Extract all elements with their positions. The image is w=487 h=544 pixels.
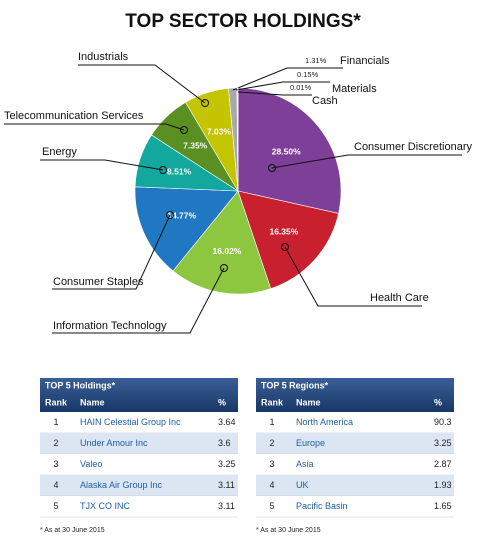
pie-slice (237, 87, 342, 214)
table-cell: 1 (269, 417, 274, 427)
table-cell: Under Amour Inc (80, 438, 148, 448)
leader-dot (281, 243, 289, 251)
leader-dot (166, 211, 174, 219)
footnote: * As at 30 June 2015 (40, 527, 105, 534)
slice-value-label: 7.35% (183, 141, 208, 151)
table-cell: Pacific Basin (296, 501, 348, 511)
leader-dot (268, 164, 276, 172)
leader-dot (159, 166, 167, 174)
table-row (256, 496, 454, 517)
slice-value-label: 16.35% (269, 227, 298, 237)
slice-label: Consumer Discretionary (354, 141, 472, 153)
pie-slice (134, 186, 239, 272)
column-header: % (434, 397, 442, 407)
slice-label: Consumer Staples (53, 276, 144, 288)
table-cell: Europe (296, 438, 325, 448)
leader-line (4, 123, 185, 131)
table-cell: 3.6 (218, 438, 231, 448)
table-row (40, 496, 238, 517)
table-header (256, 378, 454, 412)
leader-dot (220, 264, 228, 272)
slice-value-label: 7.03% (207, 126, 232, 136)
leader-line (40, 159, 164, 171)
table-cell: 5 (53, 501, 58, 511)
table-cell: 2 (269, 438, 274, 448)
slice-label: Information Technology (53, 320, 167, 332)
slice-value-label: 0.15% (297, 70, 319, 79)
table-row (40, 412, 238, 433)
table-cell: Valeo (80, 459, 102, 469)
slice-value-label: 0.01% (290, 83, 312, 92)
table-cell: 3 (53, 459, 58, 469)
table-cell: Asia (296, 459, 314, 469)
table-title: TOP 5 Holdings* (45, 380, 116, 390)
leader-line (78, 64, 206, 104)
table-row (256, 475, 454, 496)
table-cell: 4 (53, 480, 58, 490)
table-cell: 1 (53, 417, 58, 427)
table-row (256, 412, 454, 433)
table-header (40, 378, 238, 412)
table-cell: 1.93 (434, 480, 452, 490)
leader-dot (180, 126, 188, 134)
chart-title: TOP SECTOR HOLDINGS* (125, 11, 361, 32)
leader-line (284, 246, 422, 307)
table-cell: HAIN Celestial Group Inc (80, 417, 181, 427)
leader-line (235, 81, 330, 91)
slice-value-label: 8.51% (167, 167, 192, 177)
leader-line (271, 154, 462, 169)
table-cell: 2 (53, 438, 58, 448)
table-row (256, 454, 454, 475)
footnote: * As at 30 June 2015 (256, 527, 321, 534)
column-header: Name (80, 397, 105, 407)
slice-value-label: 16.02% (213, 246, 242, 256)
slice-value-label: 28.50% (272, 147, 301, 157)
slice-value-label: 1.31% (305, 56, 327, 65)
table-cell: UK (296, 480, 309, 490)
table-row (40, 454, 238, 475)
table-cell: North America (296, 417, 353, 427)
slice-label: Telecommunication Services (4, 110, 144, 122)
table-cell: 5 (269, 501, 274, 511)
table-cell: 4 (269, 480, 274, 490)
table-row (256, 433, 454, 454)
table-cell: 2.87 (434, 459, 452, 469)
table-cell: 3.25 (218, 459, 236, 469)
table-row (40, 433, 238, 454)
slice-label: Materials (332, 83, 377, 95)
table-cell: 3 (269, 459, 274, 469)
leader-line (52, 214, 171, 290)
leader-line (232, 67, 343, 91)
column-header: Rank (45, 397, 68, 407)
table-cell: 1.65 (434, 501, 452, 511)
table-cell: Alaska Air Group Inc (80, 480, 163, 490)
slice-label: Health Care (370, 292, 429, 304)
column-header: Rank (261, 397, 284, 407)
slice-label: Industrials (78, 51, 129, 63)
slice-value-label: 14.77% (167, 211, 196, 221)
table-cell: 3.25 (434, 438, 452, 448)
slice-label: Cash (312, 95, 338, 107)
table-cell: TJX CO INC (80, 501, 131, 511)
table-cell: 90.3 (434, 417, 452, 427)
slice-label: Energy (42, 146, 77, 158)
leader-line (52, 267, 225, 334)
table-cell: 3.64 (218, 417, 236, 427)
table-row (40, 475, 238, 496)
column-header: Name (296, 397, 321, 407)
leader-dot (201, 99, 209, 107)
table-cell: 3.11 (218, 480, 235, 490)
table-title: TOP 5 Regions* (261, 380, 329, 390)
leader-line (237, 91, 312, 96)
table-cell: 3.11 (218, 501, 235, 511)
pie-slice (237, 190, 339, 290)
column-header: % (218, 397, 226, 407)
slice-label: Financials (340, 55, 390, 67)
pie-slice (172, 190, 272, 295)
